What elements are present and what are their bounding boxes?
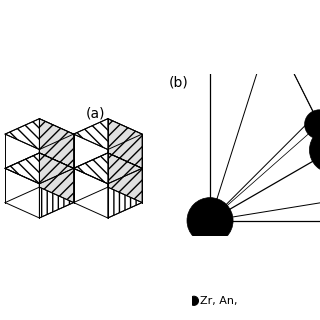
- Polygon shape: [39, 153, 74, 203]
- Polygon shape: [108, 168, 142, 218]
- Circle shape: [309, 127, 320, 173]
- Polygon shape: [5, 119, 74, 149]
- Circle shape: [189, 296, 198, 305]
- Polygon shape: [74, 119, 142, 149]
- Text: (b): (b): [168, 76, 188, 90]
- Text: Zr, An,: Zr, An,: [200, 296, 237, 306]
- Polygon shape: [108, 119, 142, 168]
- Polygon shape: [108, 153, 142, 203]
- Polygon shape: [74, 153, 142, 184]
- Circle shape: [305, 110, 320, 139]
- Polygon shape: [108, 134, 142, 184]
- Polygon shape: [39, 168, 74, 218]
- Polygon shape: [39, 134, 74, 184]
- Polygon shape: [5, 153, 74, 184]
- Circle shape: [187, 198, 233, 244]
- Circle shape: [250, 7, 292, 49]
- Polygon shape: [39, 119, 74, 168]
- Text: (a): (a): [86, 107, 105, 121]
